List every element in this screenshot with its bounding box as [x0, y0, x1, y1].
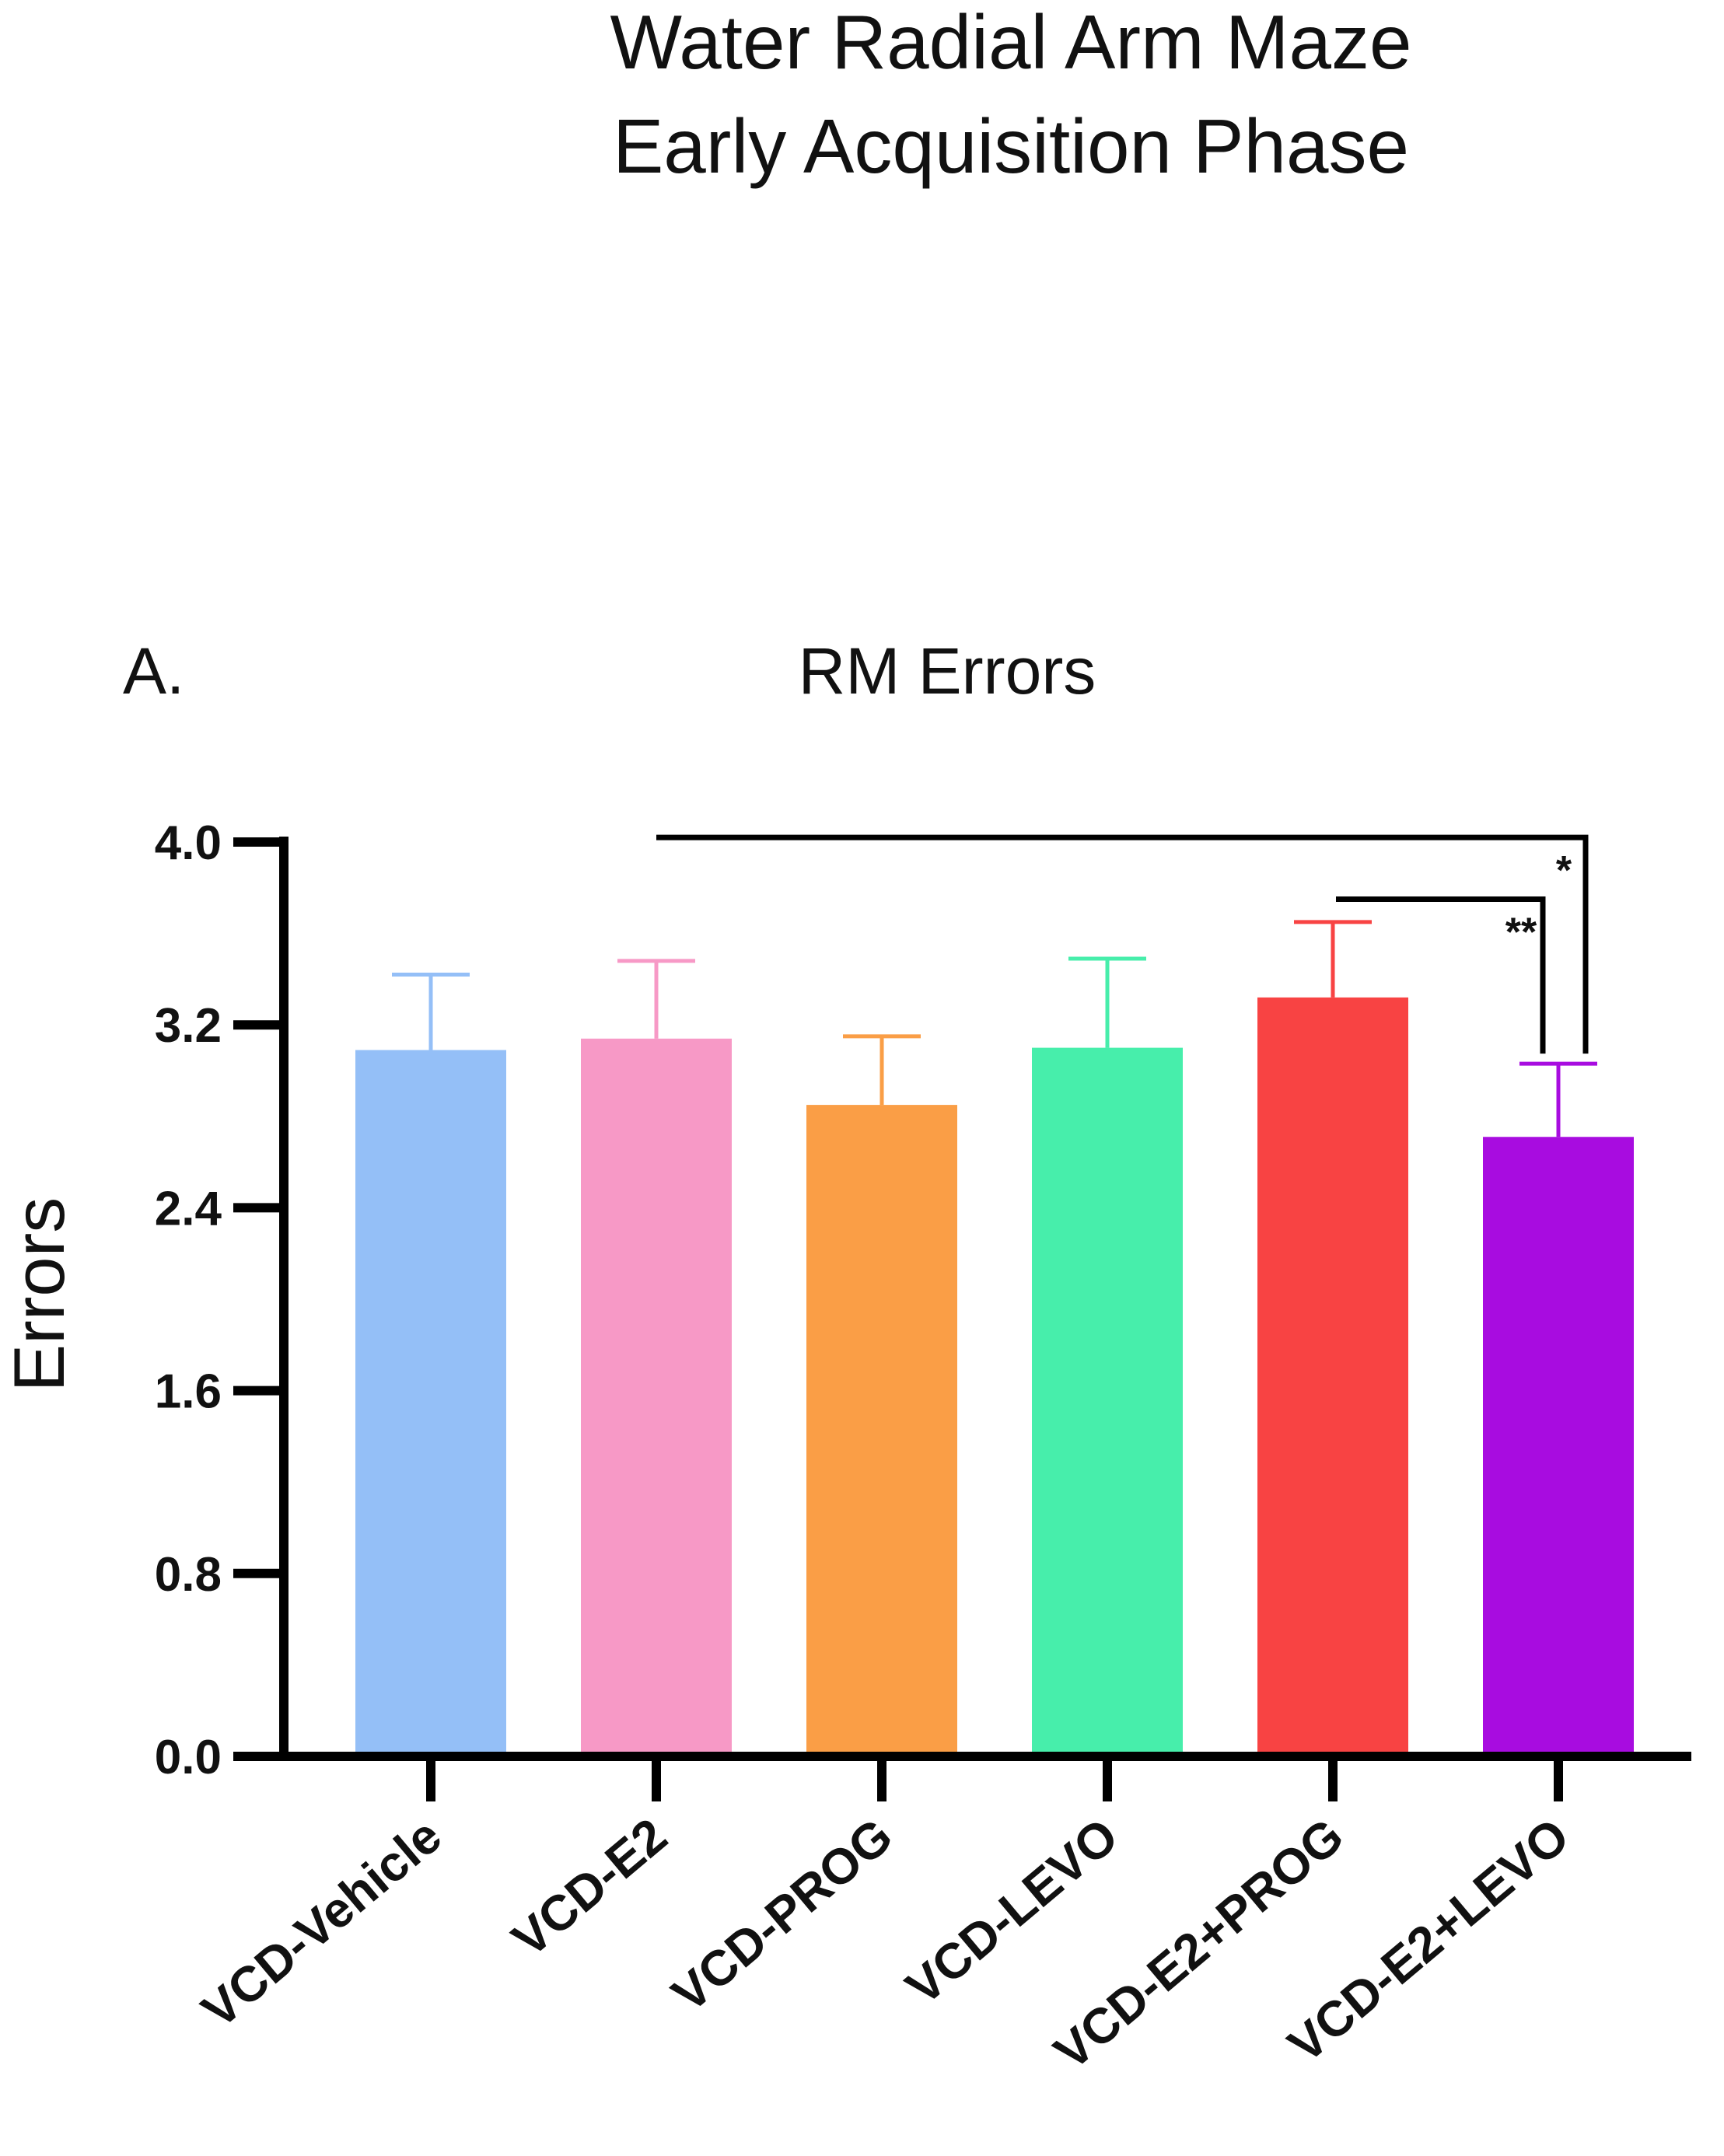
bar-0 — [355, 1050, 506, 1756]
y-tick-label-1: 0.8 — [155, 1548, 222, 1602]
x-tick-label-2: VCD-PROG — [662, 1808, 903, 2023]
x-tick-label-3: VCD-LEVO — [895, 1808, 1128, 2016]
error-bars-layer — [392, 920, 1597, 1137]
y-tick-label-4: 3.2 — [155, 999, 222, 1053]
figure-title-line2: Early Acquisition Phase — [613, 103, 1409, 189]
x-tick-label-0: VCD-Vehicle — [191, 1808, 452, 2039]
figure-title-line1: Water Radial Arm Maze — [610, 0, 1411, 85]
significance-layer: *** — [656, 834, 1589, 1054]
bar-1 — [581, 1038, 732, 1756]
axes-layer — [233, 837, 1691, 1761]
y-tick-label-2: 1.6 — [155, 1365, 222, 1419]
bar-4 — [1257, 997, 1408, 1756]
panel-label: A. — [123, 634, 184, 708]
y-axis-label: Errors — [0, 1197, 79, 1392]
significance-label-0: * — [1556, 848, 1572, 893]
bars-layer — [355, 997, 1634, 1756]
bar-5 — [1483, 1137, 1634, 1756]
bar-2 — [806, 1105, 957, 1756]
significance-bracket-0 — [656, 834, 1589, 1054]
chart-title: RM Errors — [799, 634, 1096, 708]
x-ticks-layer: VCD-Vehicle VCD-E2VCD-PROGVCD-LEVOVCD-E2+… — [191, 1756, 1579, 2081]
x-tick-label-1: VCD-E2 — [502, 1808, 677, 1968]
significance-label-1: ** — [1505, 910, 1537, 956]
y-tick-label-3: 2.4 — [155, 1182, 222, 1235]
y-ticks-layer: 0.0 0.8 1.6 2.4 3.2 4.0 — [155, 816, 284, 1784]
significance-bracket-1 — [1336, 896, 1546, 1054]
y-tick-label-5: 4.0 — [155, 816, 222, 870]
y-tick-label-0: 0.0 — [155, 1731, 222, 1784]
bar-3 — [1032, 1047, 1183, 1756]
